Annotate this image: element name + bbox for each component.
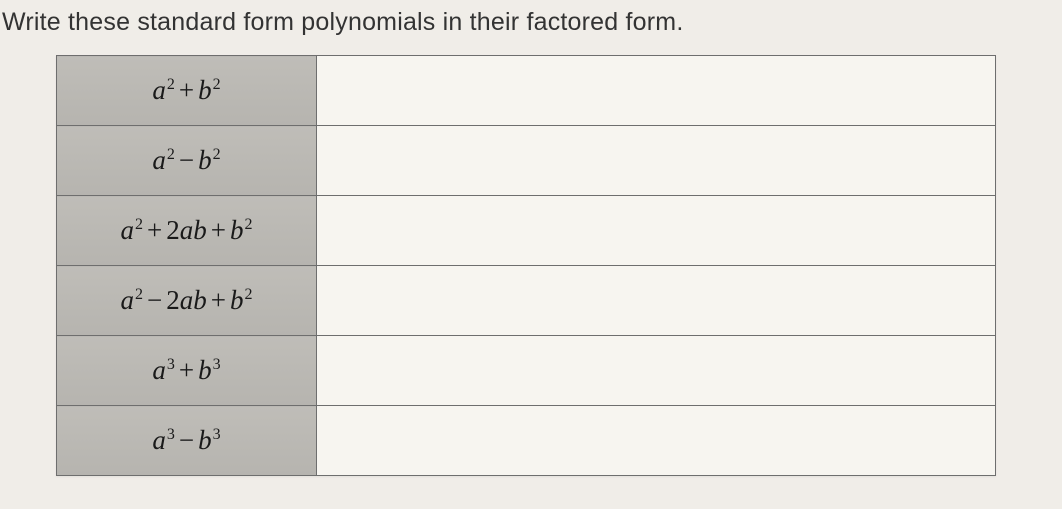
answer-cell[interactable] xyxy=(317,196,996,266)
polynomial-table: a2+b2 a2−b2 a2+2ab+b2 a2−2ab+b2 xyxy=(56,55,996,476)
instruction-text: Write these standard form polynomials in… xyxy=(2,8,1054,37)
table-row: a2+2ab+b2 xyxy=(57,196,996,266)
table-row: a3−b3 xyxy=(57,406,996,476)
table-row: a2+b2 xyxy=(57,56,996,126)
table-row: a3+b3 xyxy=(57,336,996,406)
expression-cell: a3+b3 xyxy=(57,336,317,406)
expression-cell: a2+b2 xyxy=(57,56,317,126)
expression-cell: a2+2ab+b2 xyxy=(57,196,317,266)
answer-cell[interactable] xyxy=(317,406,996,476)
expression-cell: a2−b2 xyxy=(57,126,317,196)
table-row: a2−b2 xyxy=(57,126,996,196)
answer-cell[interactable] xyxy=(317,126,996,196)
answer-cell[interactable] xyxy=(317,56,996,126)
table-row: a2−2ab+b2 xyxy=(57,266,996,336)
answer-cell[interactable] xyxy=(317,266,996,336)
answer-cell[interactable] xyxy=(317,336,996,406)
expression-cell: a2−2ab+b2 xyxy=(57,266,317,336)
expression-cell: a3−b3 xyxy=(57,406,317,476)
